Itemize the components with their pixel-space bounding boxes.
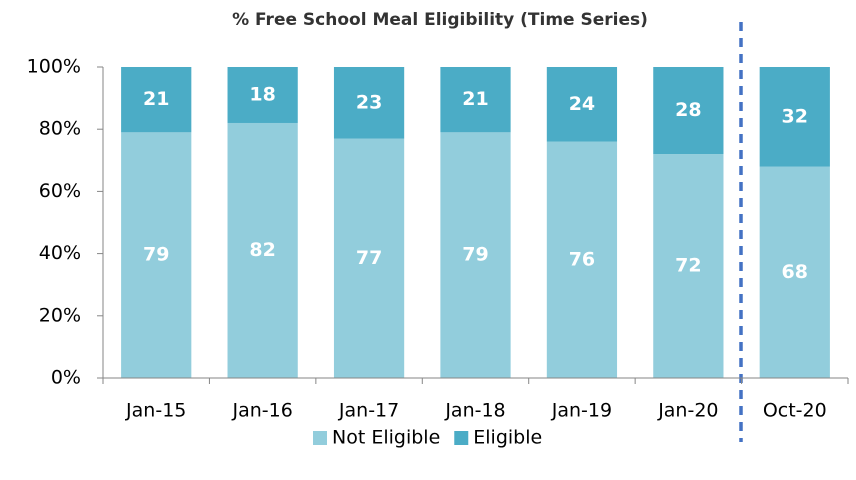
x-tick-label: Jan-20	[657, 400, 718, 422]
data-label: 28	[675, 99, 701, 121]
x-tick-label: Oct-20	[763, 400, 827, 422]
x-tick-label: Jan-15	[125, 400, 186, 422]
y-tick-label: 40%	[39, 242, 81, 264]
data-label: 77	[356, 247, 382, 269]
bar-segment	[759, 166, 830, 378]
legend-swatch	[454, 431, 469, 445]
bar-segment	[227, 122, 298, 378]
bar-segment	[546, 141, 618, 378]
data-label: 82	[249, 239, 275, 261]
data-label: 76	[569, 248, 595, 270]
data-label: 21	[143, 88, 169, 110]
data-label: 23	[356, 91, 382, 113]
bar-segment	[121, 67, 192, 133]
bar-segment	[653, 154, 724, 378]
data-label: 79	[143, 244, 169, 266]
data-label: 32	[782, 105, 808, 127]
x-tick-label: Jan-17	[338, 400, 399, 422]
y-tick-label: 100%	[27, 56, 81, 78]
bar-segment	[333, 138, 405, 378]
x-tick-label: Jan-19	[551, 400, 612, 422]
y-tick-label: 0%	[51, 367, 81, 389]
chart-title: % Free School Meal Eligibility (Time Ser…	[232, 10, 648, 30]
data-label: 18	[249, 83, 275, 105]
bar-segment	[440, 67, 511, 133]
data-label: 68	[782, 261, 808, 283]
y-tick-label: 60%	[39, 180, 81, 202]
data-label: 79	[462, 244, 488, 266]
x-tick-label: Jan-18	[444, 400, 505, 422]
legend-label: Eligible	[473, 427, 542, 449]
legend-label: Not Eligible	[332, 427, 440, 449]
y-tick-label: 80%	[39, 118, 81, 140]
bar-segment	[653, 67, 724, 155]
legend-swatch	[313, 431, 327, 445]
bar-segment	[546, 67, 618, 142]
data-label: 24	[569, 93, 595, 115]
x-tick-label: Jan-16	[231, 400, 292, 422]
data-label: 21	[462, 88, 488, 110]
bar-segment	[759, 67, 830, 167]
bar-segment	[227, 67, 298, 123]
bar-segment	[333, 67, 405, 139]
bar-segment	[121, 132, 192, 378]
bar-segment	[440, 132, 511, 378]
data-label: 72	[675, 255, 701, 277]
y-tick-label: 20%	[39, 304, 81, 326]
